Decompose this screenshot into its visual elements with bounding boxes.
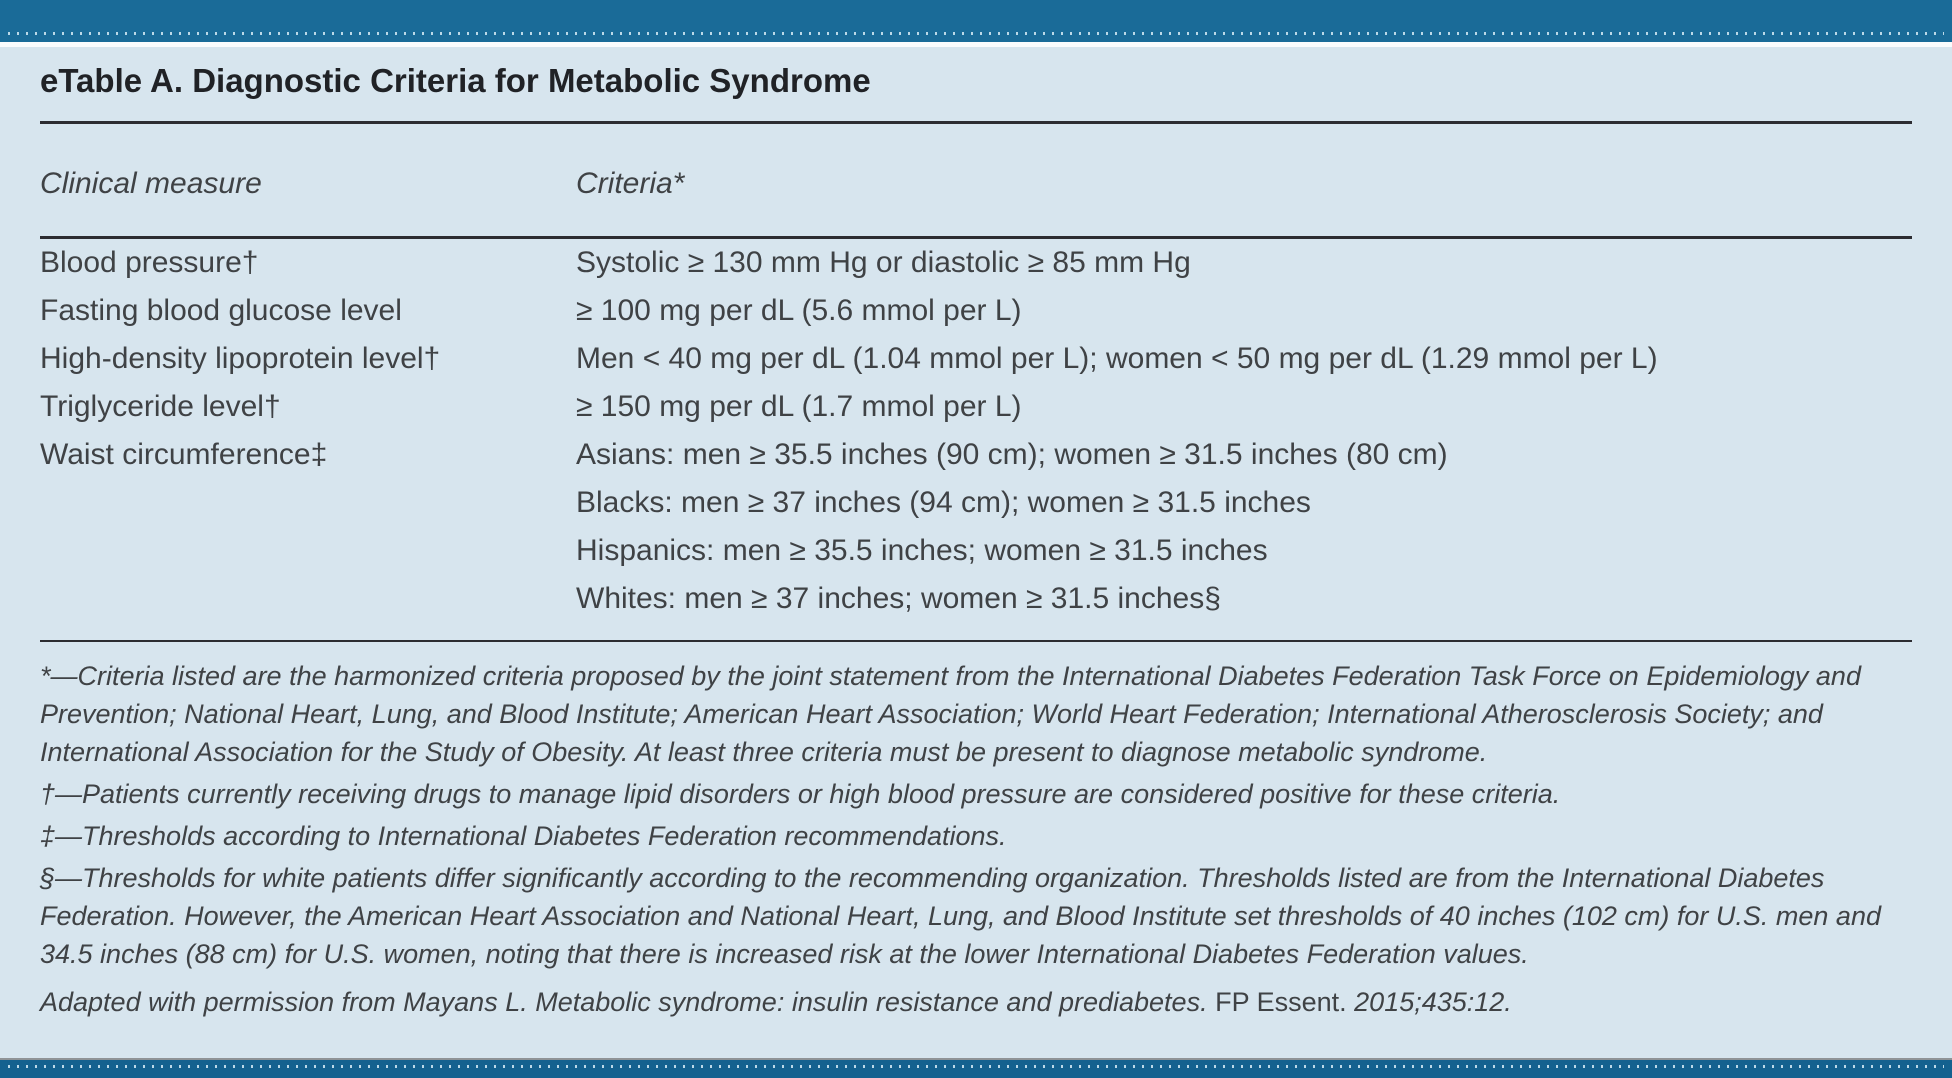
criteria-line: Men < 40 mg per dL (1.04 mmol per L); wo… bbox=[576, 342, 1658, 375]
column-header-clinical-measure: Clinical measure bbox=[40, 167, 262, 200]
measure-hdl-level: High-density lipoprotein level† bbox=[40, 342, 441, 375]
criteria-line: ≥ 100 mg per dL (5.6 mmol per L) bbox=[576, 294, 1022, 327]
horizontal-rule-header bbox=[40, 236, 1912, 239]
source-attribution: Adapted with permission from Mayans L. M… bbox=[40, 983, 1912, 1021]
measure-fasting-glucose: Fasting blood glucose level bbox=[40, 294, 402, 327]
criteria-line: Systolic ≥ 130 mm Hg or diastolic ≥ 85 m… bbox=[576, 246, 1191, 279]
measure-waist-circumference: Waist circumference‡ bbox=[40, 438, 328, 471]
footnote-double-dagger: ‡—Thresholds according to International … bbox=[40, 821, 1007, 851]
table-panel: eTable A. Diagnostic Criteria for Metabo… bbox=[0, 47, 1952, 1058]
table-row: Fasting blood glucose level ≥ 100 mg per… bbox=[40, 287, 1912, 335]
column-header-row: Clinical measure Criteria* bbox=[40, 164, 1912, 204]
horizontal-rule-top bbox=[40, 121, 1912, 124]
criteria-line: ≥ 150 mg per dL (1.7 mmol per L) bbox=[576, 390, 1022, 423]
footnote-dagger: †—Patients currently receiving drugs to … bbox=[40, 779, 1561, 809]
table-row: Triglyceride level† ≥ 150 mg per dL (1.7… bbox=[40, 383, 1912, 431]
attribution-text: Adapted with permission from Mayans L. M… bbox=[40, 987, 1216, 1017]
attribution-citation: 2015;435:12. bbox=[1354, 987, 1512, 1017]
top-bar-gap bbox=[0, 42, 1952, 47]
bottom-border-bar bbox=[0, 1058, 1952, 1078]
criteria-line: Hispanics: men ≥ 35.5 inches; women ≥ 31… bbox=[576, 534, 1268, 567]
criteria-triglyceride-level: ≥ 150 mg per dL (1.7 mmol per L) bbox=[576, 383, 1912, 431]
criteria-waist-circumference: Asians: men ≥ 35.5 inches (90 cm); women… bbox=[576, 431, 1912, 623]
table-body: Blood pressure† Systolic ≥ 130 mm Hg or … bbox=[40, 239, 1912, 623]
footnote-asterisk: *—Criteria listed are the harmonized cri… bbox=[40, 661, 1861, 767]
table-row: Waist circumference‡ Asians: men ≥ 35.5 … bbox=[40, 431, 1912, 623]
criteria-blood-pressure: Systolic ≥ 130 mm Hg or diastolic ≥ 85 m… bbox=[576, 239, 1912, 287]
table-row: High-density lipoprotein level† Men < 40… bbox=[40, 335, 1912, 383]
footnotes-section: *—Criteria listed are the harmonized cri… bbox=[40, 642, 1912, 973]
footnote-section-sign: §—Thresholds for white patients differ s… bbox=[40, 863, 1881, 969]
top-border-bar bbox=[0, 0, 1952, 42]
top-dotted-divider bbox=[8, 32, 1944, 35]
attribution-journal: FP Essent. bbox=[1215, 987, 1355, 1017]
criteria-fasting-glucose: ≥ 100 mg per dL (5.6 mmol per L) bbox=[576, 287, 1912, 335]
table-row: Blood pressure† Systolic ≥ 130 mm Hg or … bbox=[40, 239, 1912, 287]
measure-triglyceride-level: Triglyceride level† bbox=[40, 390, 281, 423]
measure-blood-pressure: Blood pressure† bbox=[40, 246, 259, 279]
criteria-line: Blacks: men ≥ 37 inches (94 cm); women ≥… bbox=[576, 486, 1311, 519]
table-title: eTable A. Diagnostic Criteria for Metabo… bbox=[40, 62, 871, 99]
column-header-criteria: Criteria* bbox=[576, 167, 685, 200]
bottom-dotted-divider bbox=[8, 1065, 1944, 1068]
criteria-hdl-level: Men < 40 mg per dL (1.04 mmol per L); wo… bbox=[576, 335, 1912, 383]
horizontal-rule-bottom bbox=[40, 640, 1912, 642]
criteria-line: Asians: men ≥ 35.5 inches (90 cm); women… bbox=[576, 438, 1448, 471]
criteria-line: Whites: men ≥ 37 inches; women ≥ 31.5 in… bbox=[576, 582, 1221, 615]
